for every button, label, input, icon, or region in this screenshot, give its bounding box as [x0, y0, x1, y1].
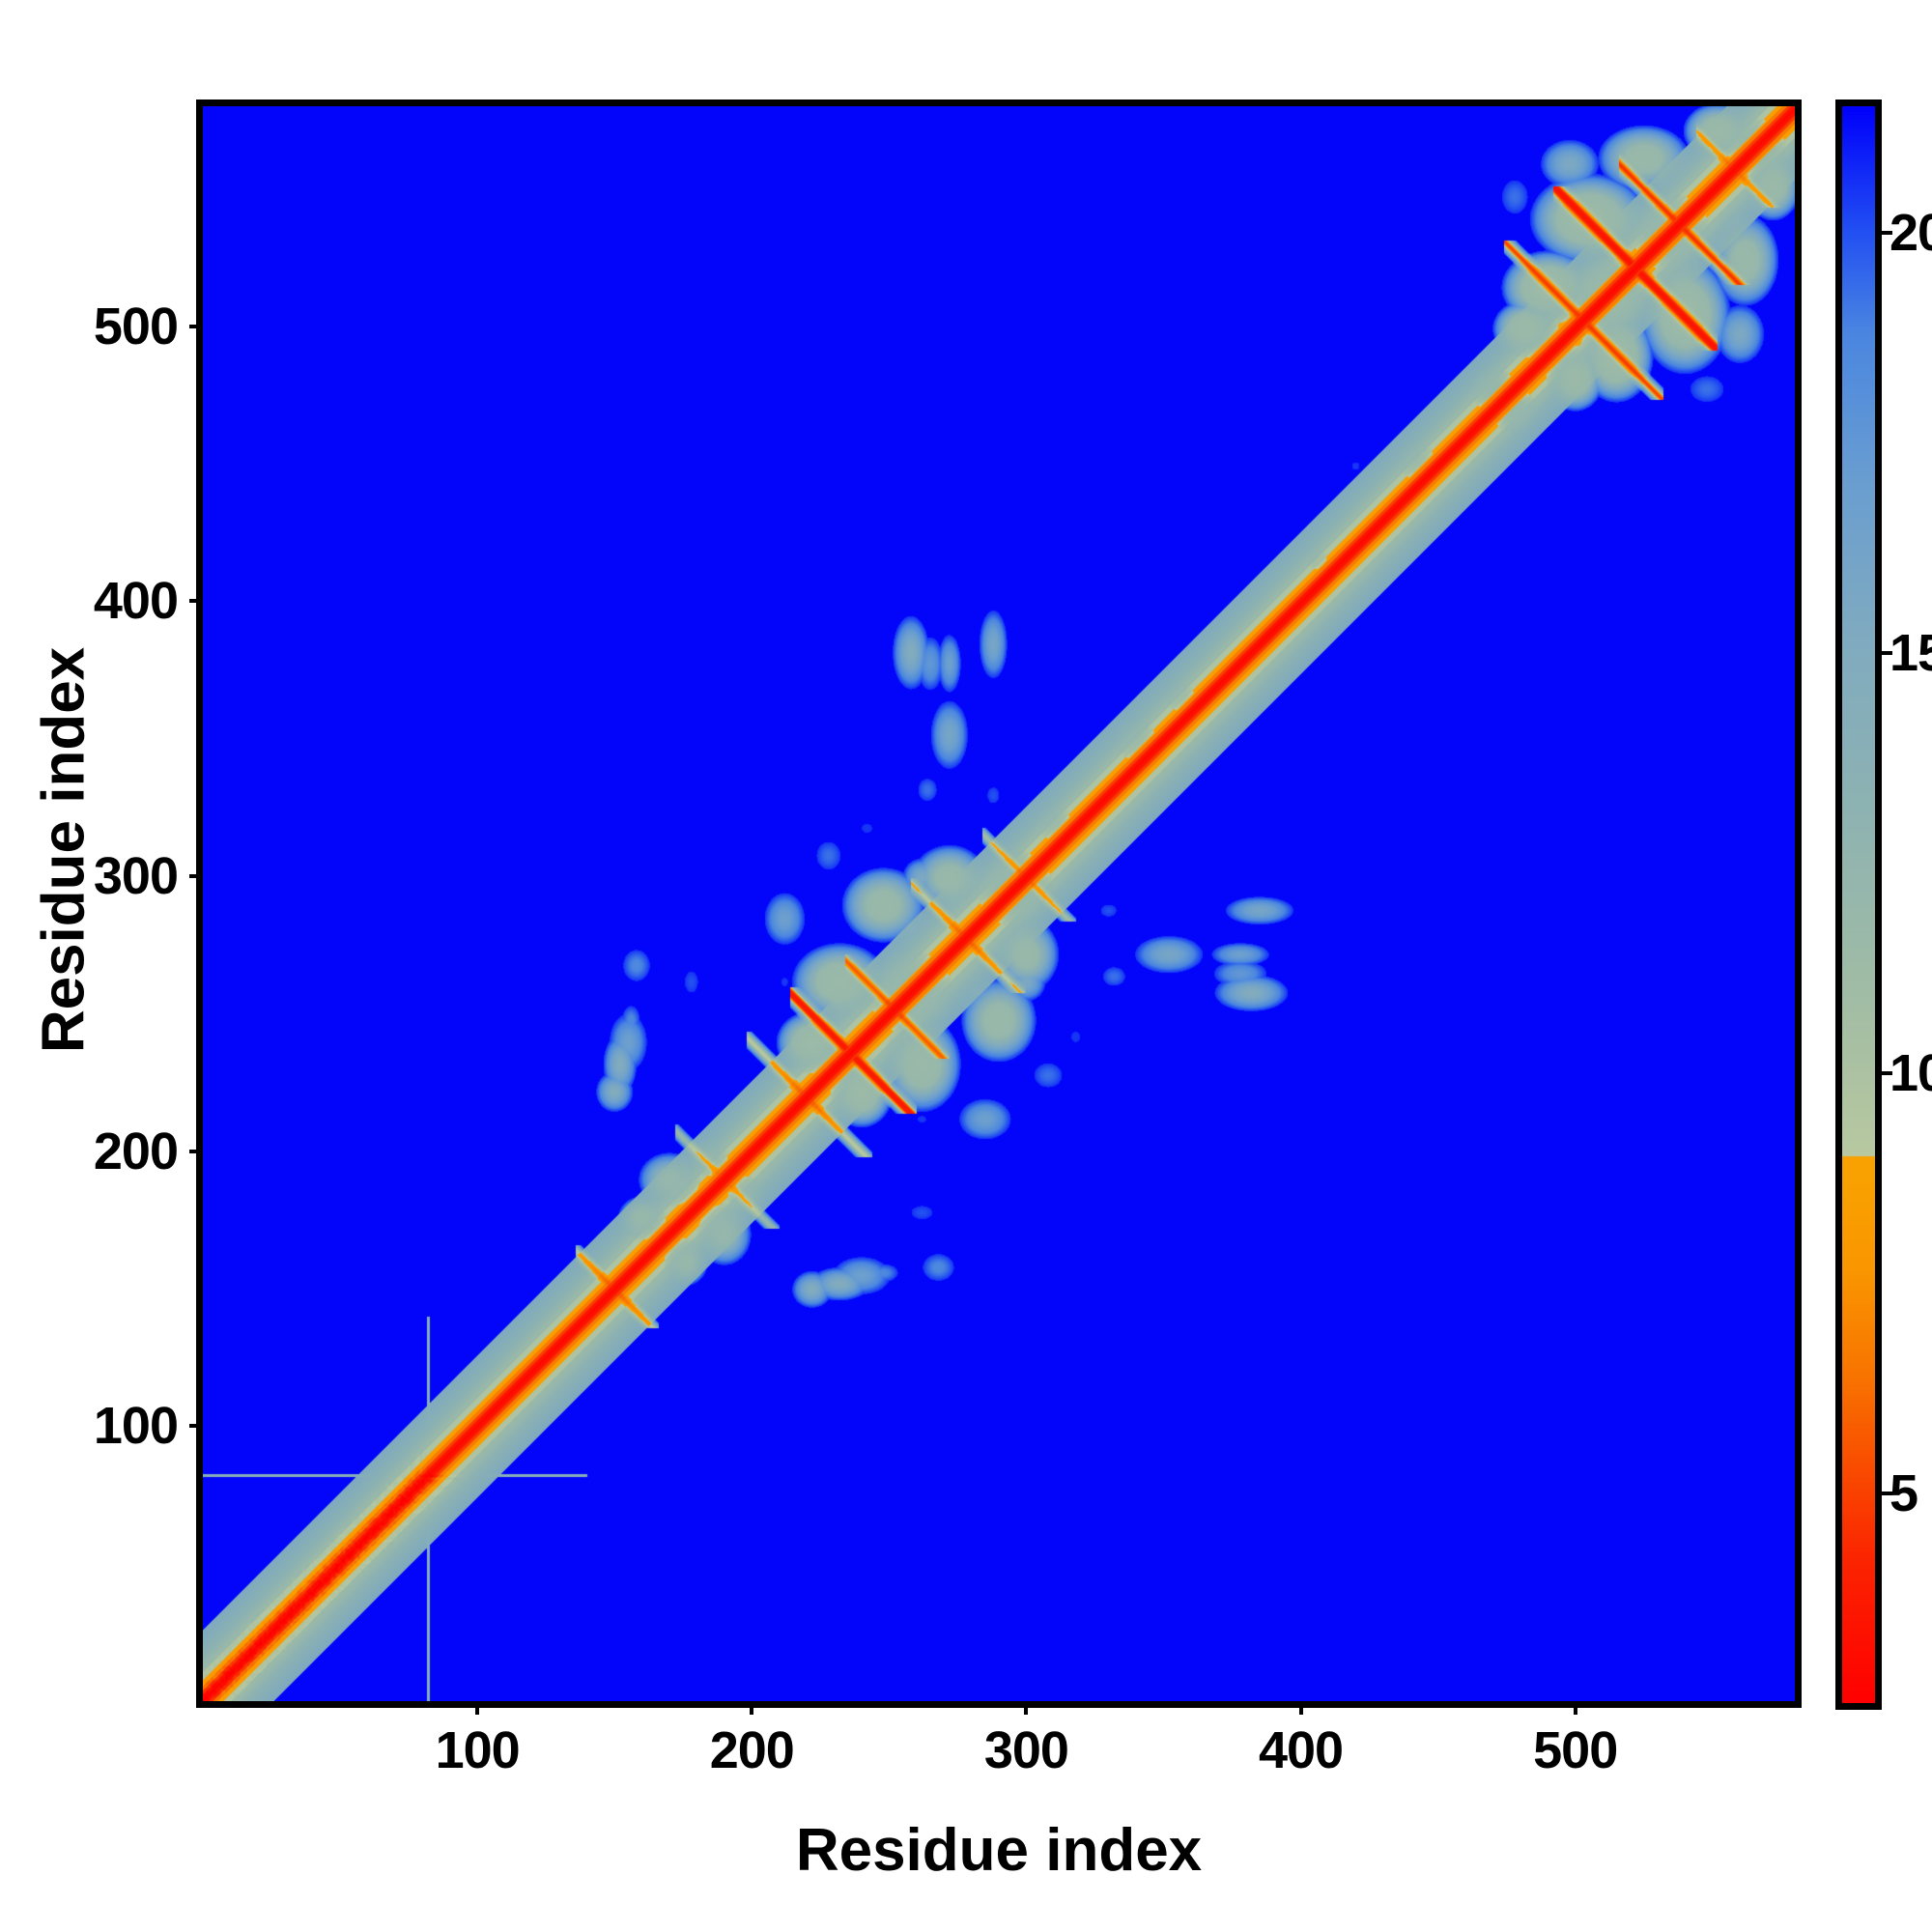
colorbar-tick-5: [1880, 1491, 1892, 1495]
y-tick-label-300: 300: [93, 847, 179, 906]
x-tick-label-300: 300: [983, 1721, 1069, 1779]
x-tick-400: [1298, 1701, 1303, 1715]
colorbar-tick-15: [1880, 650, 1892, 655]
y-tick-400: [189, 599, 203, 604]
y-tick-300: [189, 874, 203, 879]
colorbar-gradient: [1842, 106, 1875, 1703]
y-tick-label-500: 500: [93, 297, 179, 355]
heatmap-canvas: [203, 106, 1795, 1701]
colorbar-tick-10: [1880, 1070, 1892, 1075]
y-axis-title: Residue index: [30, 646, 98, 1054]
colorbar-tick-label-10: 10: [1889, 1043, 1932, 1102]
x-tick-500: [1573, 1701, 1577, 1715]
x-tick-300: [1024, 1701, 1029, 1715]
y-tick-100: [189, 1424, 203, 1429]
colorbar-tick-label-5: 5: [1889, 1463, 1918, 1522]
x-tick-100: [475, 1701, 480, 1715]
colorbar-tick-20: [1880, 230, 1892, 235]
heatmap-plot-area: [196, 99, 1802, 1708]
x-tick-label-200: 200: [709, 1721, 795, 1779]
colorbar-tick-label-15: 15: [1889, 623, 1932, 682]
y-tick-label-200: 200: [93, 1122, 179, 1180]
y-tick-200: [189, 1149, 203, 1153]
x-axis-title: Residue index: [795, 1817, 1203, 1884]
colorbar-tick-label-20: 20: [1889, 203, 1932, 262]
y-tick-500: [189, 324, 203, 328]
y-tick-label-400: 400: [93, 572, 179, 631]
x-tick-label-400: 400: [1258, 1721, 1344, 1779]
x-tick-label-500: 500: [1533, 1721, 1618, 1779]
x-tick-label-100: 100: [435, 1721, 521, 1779]
y-tick-label-100: 100: [93, 1397, 179, 1456]
x-tick-200: [750, 1701, 754, 1715]
colorbar: [1835, 99, 1882, 1710]
